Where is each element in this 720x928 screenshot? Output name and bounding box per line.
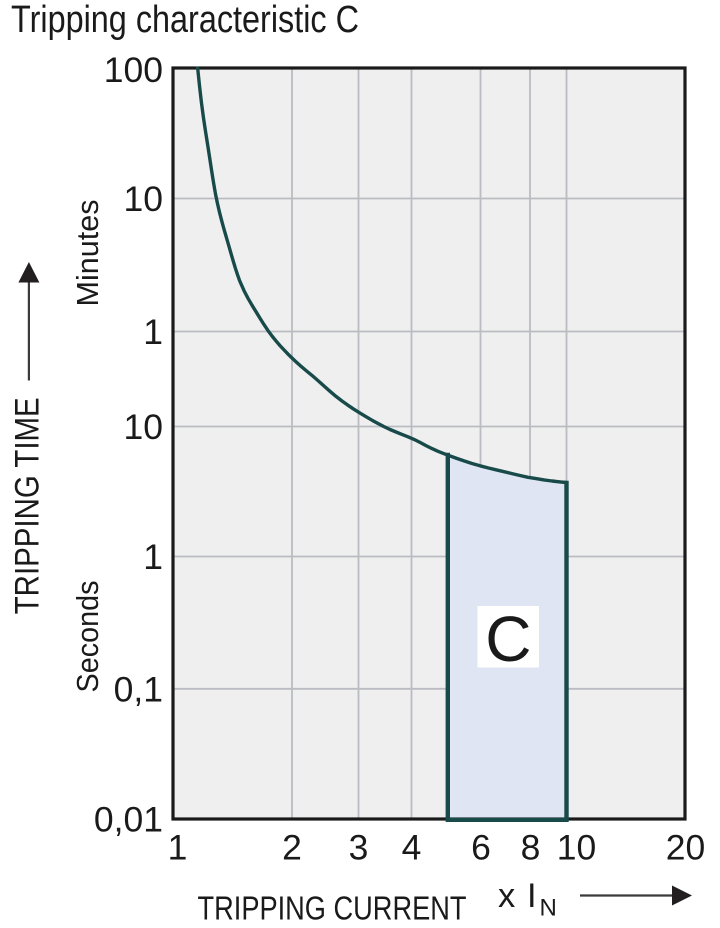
svg-text:Minutes: Minutes [70,200,105,307]
svg-text:10: 10 [124,407,164,447]
svg-text:C: C [485,603,531,675]
svg-text:20: 20 [666,828,706,868]
svg-text:4: 4 [402,828,422,868]
svg-text:1: 1 [143,537,163,577]
svg-text:Tripping characteristic C: Tripping characteristic C [11,0,359,41]
svg-text:I: I [527,877,537,915]
svg-text:0,1: 0,1 [114,669,163,709]
svg-text:Seconds: Seconds [70,581,105,693]
svg-text:6: 6 [471,828,491,868]
svg-text:TRIPPING TIME: TRIPPING TIME [9,397,47,614]
svg-text:2: 2 [282,828,302,868]
svg-text:1: 1 [143,312,163,352]
svg-text:1: 1 [168,828,188,868]
svg-text:TRIPPING CURRENT: TRIPPING CURRENT [198,889,467,926]
svg-text:10: 10 [557,828,597,868]
svg-text:N: N [540,895,557,922]
svg-text:10: 10 [124,179,164,219]
svg-text:0,01: 0,01 [94,800,163,840]
svg-text:8: 8 [521,828,541,868]
svg-text:x: x [498,877,515,915]
svg-text:3: 3 [349,828,369,868]
svg-text:100: 100 [104,50,163,90]
